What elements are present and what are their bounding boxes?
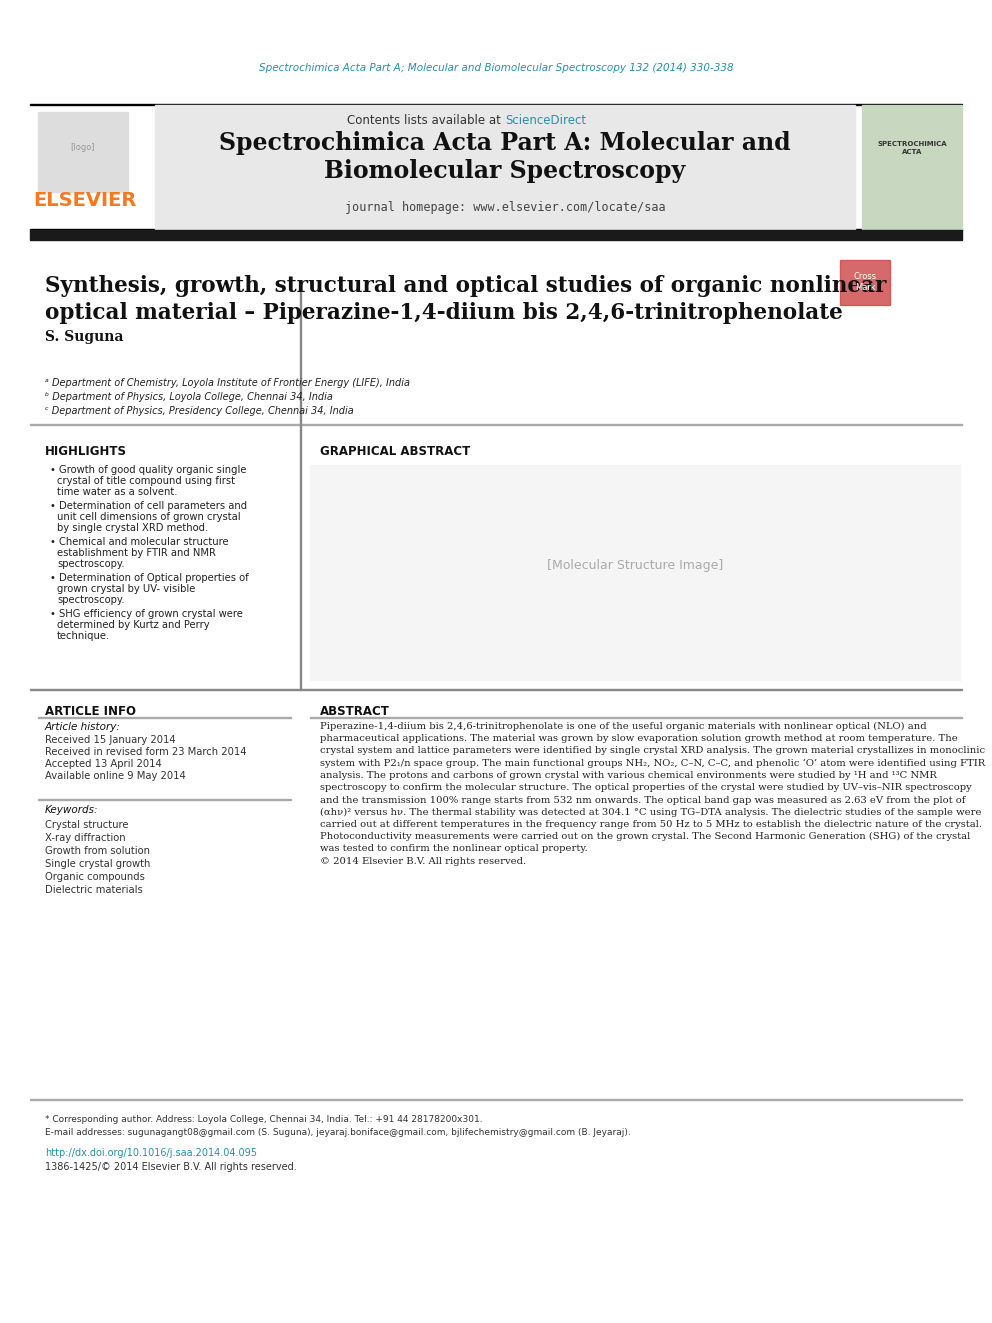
Bar	[310, 464, 960, 680]
Text: Cross
Mark: Cross Mark	[853, 273, 877, 291]
Text: Growth from solution: Growth from solution	[45, 845, 150, 856]
Bar	[30, 230, 962, 239]
Text: • Determination of Optical properties of: • Determination of Optical properties of	[50, 573, 249, 583]
Text: S. Suguna: S. Suguna	[45, 329, 123, 344]
Text: GRAPHICAL ABSTRACT: GRAPHICAL ABSTRACT	[320, 445, 470, 458]
Text: ARTICLE INFO: ARTICLE INFO	[45, 705, 136, 718]
Text: Organic compounds: Organic compounds	[45, 872, 145, 882]
Text: • Growth of good quality organic single: • Growth of good quality organic single	[50, 464, 246, 475]
Bar	[38, 112, 128, 192]
Text: • SHG efficiency of grown crystal were: • SHG efficiency of grown crystal were	[50, 609, 243, 619]
Text: X-ray diffraction: X-ray diffraction	[45, 833, 126, 843]
Text: HIGHLIGHTS: HIGHLIGHTS	[45, 445, 127, 458]
Text: Accepted 13 April 2014: Accepted 13 April 2014	[45, 759, 162, 769]
Text: SPECTROCHIMICA
ACTA: SPECTROCHIMICA ACTA	[877, 142, 946, 155]
Text: • Determination of cell parameters and: • Determination of cell parameters and	[50, 501, 247, 511]
Text: Piperazine-1,4-diium bis 2,4,6-trinitrophenolate is one of the useful organic ma: Piperazine-1,4-diium bis 2,4,6-trinitrop…	[320, 722, 985, 865]
Bar	[840, 261, 890, 306]
Text: http://dx.doi.org/10.1016/j.saa.2014.04.095: http://dx.doi.org/10.1016/j.saa.2014.04.…	[45, 1148, 257, 1158]
Text: [Molecular Structure Image]: [Molecular Structure Image]	[547, 558, 723, 572]
Bar	[155, 105, 855, 232]
Text: Contents lists available at: Contents lists available at	[347, 114, 505, 127]
Text: Single crystal growth: Single crystal growth	[45, 859, 151, 869]
Text: Spectrochimica Acta Part A; Molecular and Biomolecular Spectroscopy 132 (2014) 3: Spectrochimica Acta Part A; Molecular an…	[259, 64, 733, 73]
Text: ᵃ Department of Chemistry, Loyola Institute of Frontier Energy (LIFE), India: ᵃ Department of Chemistry, Loyola Instit…	[45, 378, 410, 388]
Bar	[862, 105, 962, 232]
Text: grown crystal by UV- visible: grown crystal by UV- visible	[57, 583, 195, 594]
Text: ELSEVIER: ELSEVIER	[34, 191, 137, 209]
Text: Keywords:: Keywords:	[45, 804, 98, 815]
Text: [logo]: [logo]	[70, 143, 95, 152]
Text: crystal of title compound using first: crystal of title compound using first	[57, 476, 235, 486]
Text: technique.: technique.	[57, 631, 110, 642]
Text: Synthesis, growth, structural and optical studies of organic nonlinear
optical m: Synthesis, growth, structural and optica…	[45, 275, 887, 324]
Text: * Corresponding author. Address: Loyola College, Chennai 34, India. Tel.: +91 44: * Corresponding author. Address: Loyola …	[45, 1115, 483, 1125]
Text: unit cell dimensions of grown crystal: unit cell dimensions of grown crystal	[57, 512, 241, 523]
Text: by single crystal XRD method.: by single crystal XRD method.	[57, 523, 208, 533]
Text: ᶜ Department of Physics, Presidency College, Chennai 34, India: ᶜ Department of Physics, Presidency Coll…	[45, 406, 354, 415]
Text: Spectrochimica Acta Part A: Molecular and
Biomolecular Spectroscopy: Spectrochimica Acta Part A: Molecular an…	[219, 131, 791, 183]
Text: ABSTRACT: ABSTRACT	[320, 705, 390, 718]
Text: spectroscopy.: spectroscopy.	[57, 560, 125, 569]
Text: Dielectric materials: Dielectric materials	[45, 885, 143, 894]
Text: 1386-1425/© 2014 Elsevier B.V. All rights reserved.: 1386-1425/© 2014 Elsevier B.V. All right…	[45, 1162, 297, 1172]
Text: establishment by FTIR and NMR: establishment by FTIR and NMR	[57, 548, 216, 558]
Text: E-mail addresses: sugunagangt08@gmail.com (S. Suguna), jeyaraj.boniface@gmail.co: E-mail addresses: sugunagangt08@gmail.co…	[45, 1129, 631, 1136]
Text: time water as a solvent.: time water as a solvent.	[57, 487, 178, 497]
Text: spectroscopy.: spectroscopy.	[57, 595, 125, 605]
Text: determined by Kurtz and Perry: determined by Kurtz and Perry	[57, 620, 209, 630]
Text: Received 15 January 2014: Received 15 January 2014	[45, 736, 176, 745]
Text: Available online 9 May 2014: Available online 9 May 2014	[45, 771, 186, 781]
Text: Received in revised form 23 March 2014: Received in revised form 23 March 2014	[45, 747, 246, 757]
Text: Crystal structure: Crystal structure	[45, 820, 129, 830]
Text: ᵇ Department of Physics, Loyola College, Chennai 34, India: ᵇ Department of Physics, Loyola College,…	[45, 392, 333, 402]
Text: ScienceDirect: ScienceDirect	[505, 114, 586, 127]
Text: • Chemical and molecular structure: • Chemical and molecular structure	[50, 537, 228, 546]
Text: journal homepage: www.elsevier.com/locate/saa: journal homepage: www.elsevier.com/locat…	[344, 201, 666, 214]
Text: Article history:: Article history:	[45, 722, 121, 732]
